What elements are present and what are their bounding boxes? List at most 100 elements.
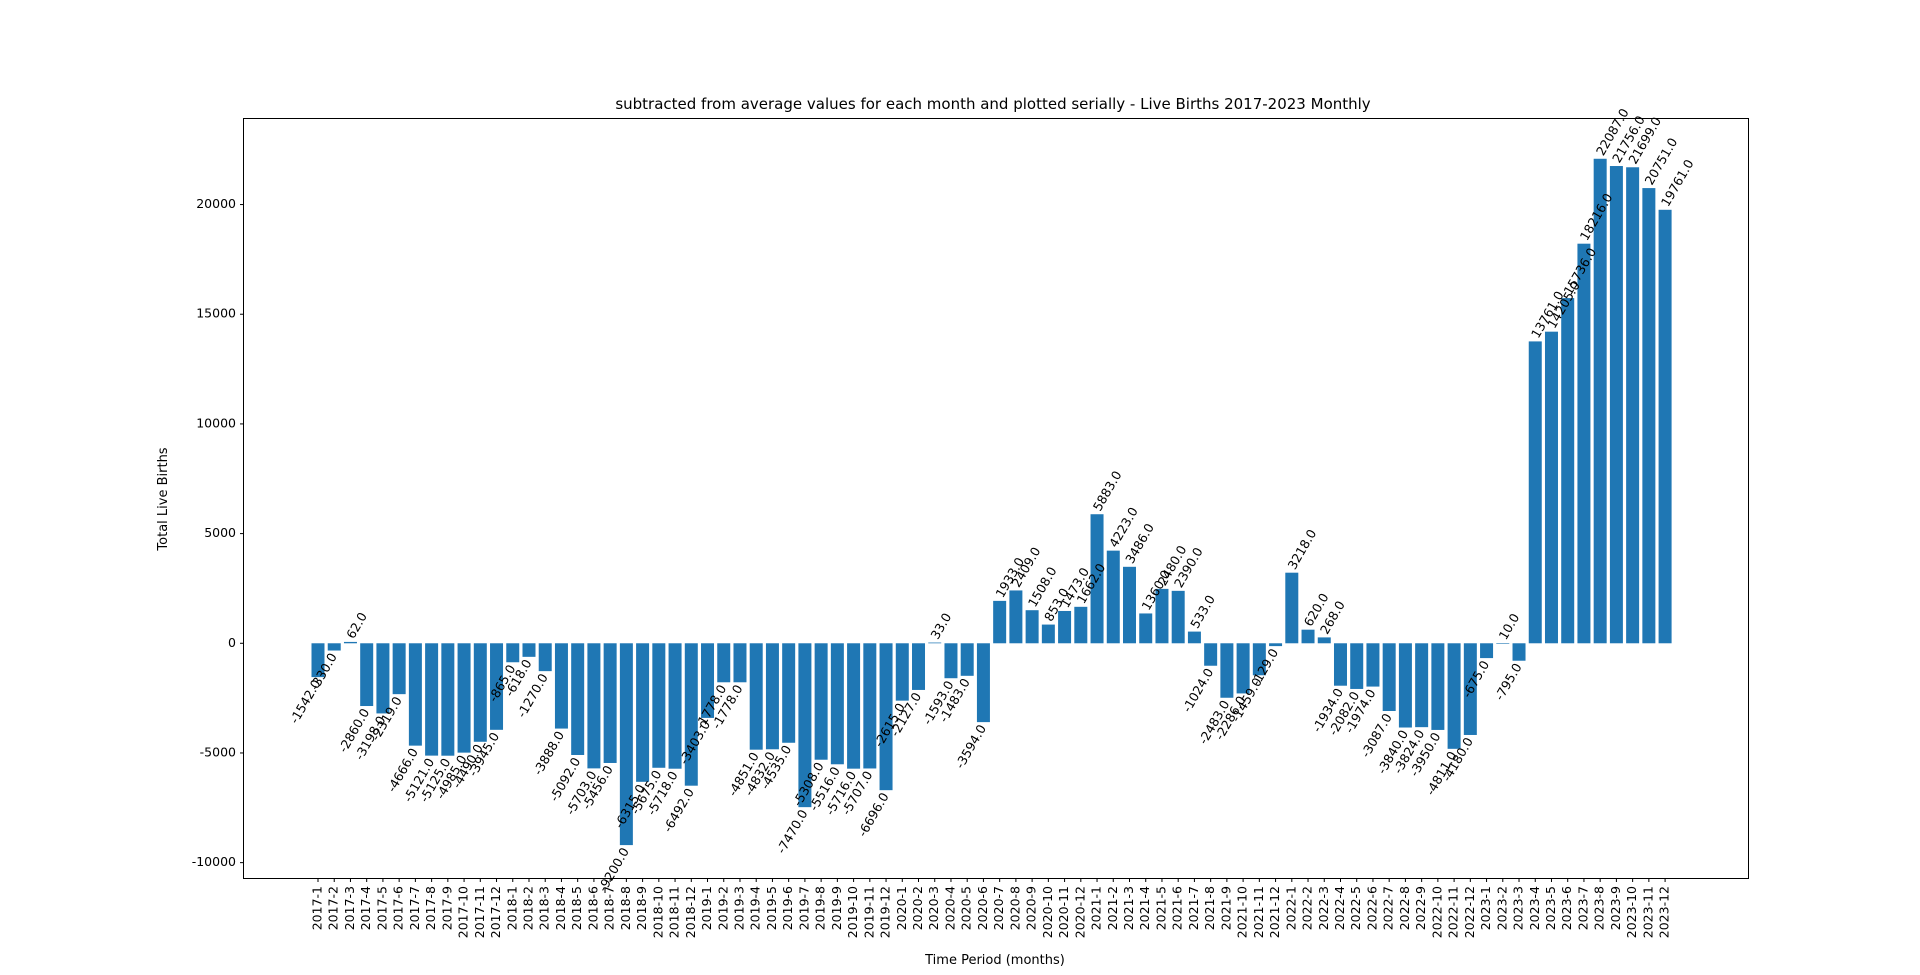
x-tick-label-2019-5: 2019-5	[764, 886, 779, 930]
bar-2018-2	[522, 643, 536, 657]
bar-2018-3	[538, 643, 552, 672]
y-tick-label-20000: 20000	[196, 196, 236, 211]
x-tick-label-2023-10: 2023-10	[1624, 886, 1639, 938]
x-tick-label-2021-12: 2021-12	[1267, 886, 1282, 938]
x-tick-label-2020-10: 2020-10	[1040, 886, 1055, 938]
bar-2021-7	[1187, 631, 1201, 644]
x-tick-label-2022-3: 2022-3	[1316, 886, 1331, 930]
bar-2017-4	[360, 643, 374, 707]
bar-2017-10	[457, 643, 471, 753]
bar-2021-2	[1106, 550, 1120, 644]
x-tick-label-2019-3: 2019-3	[731, 886, 746, 930]
x-tick-label-2021-6: 2021-6	[1170, 886, 1185, 930]
x-tick-label-2023-2: 2023-2	[1494, 886, 1509, 930]
x-tick-label-2021-2: 2021-2	[1105, 886, 1120, 930]
x-tick-label-2020-7: 2020-7	[991, 886, 1006, 930]
bar-2019-12	[879, 643, 893, 791]
x-tick-label-2019-9: 2019-9	[829, 886, 844, 930]
plot-frame	[243, 118, 1749, 879]
x-tick-label-2018-11: 2018-11	[667, 886, 682, 938]
bar-2022-4	[1333, 643, 1347, 686]
x-tick-label-2023-5: 2023-5	[1543, 886, 1558, 930]
x-tick-label-2023-3: 2023-3	[1511, 886, 1526, 930]
x-tick-label-2018-5: 2018-5	[569, 886, 584, 930]
x-tick-label-2017-4: 2017-4	[358, 886, 373, 930]
bar-2018-11	[668, 643, 682, 769]
x-tick-label-2018-2: 2018-2	[520, 886, 535, 930]
x-tick-label-2019-12: 2019-12	[878, 886, 893, 938]
bars-group	[311, 158, 1672, 846]
y-tick-label-10000: 10000	[196, 415, 236, 430]
x-tick-label-2020-9: 2020-9	[1024, 886, 1039, 930]
x-tick-label-2022-11: 2022-11	[1446, 886, 1461, 938]
bar-2020-2	[912, 643, 926, 690]
bar-2020-11	[1058, 610, 1072, 644]
bar-2017-7	[408, 643, 422, 746]
x-tick-label-2021-7: 2021-7	[1186, 886, 1201, 930]
x-tick-label-2021-3: 2021-3	[1121, 886, 1136, 930]
x-tick-label-2018-7: 2018-7	[602, 886, 617, 930]
bar-2018-5	[571, 643, 585, 755]
x-tick-label-2018-12: 2018-12	[683, 886, 698, 938]
y-tick-label-5000: 5000	[204, 525, 236, 540]
bar-2018-10	[652, 643, 666, 768]
x-tick-label-2020-3: 2020-3	[926, 886, 941, 930]
bar-2023-10	[1626, 167, 1640, 644]
bar-2021-4	[1139, 613, 1153, 644]
bar-2019-3	[733, 643, 747, 683]
x-tick-label-2018-10: 2018-10	[650, 886, 665, 938]
bar-2019-9	[830, 643, 844, 765]
bar-2020-12	[1074, 606, 1088, 644]
x-tick-label-2022-6: 2022-6	[1364, 886, 1379, 930]
x-tick-label-2019-10: 2019-10	[845, 886, 860, 938]
x-tick-label-2017-10: 2017-10	[456, 886, 471, 938]
y-tick-label--5000: -5000	[200, 744, 236, 759]
bar-2020-6	[976, 643, 990, 723]
x-tick-label-2021-4: 2021-4	[1137, 886, 1152, 930]
x-tick-label-2019-2: 2019-2	[715, 886, 730, 930]
x-tick-label-2017-8: 2017-8	[423, 886, 438, 930]
bar-2017-9	[441, 643, 455, 756]
x-tick-label-2022-8: 2022-8	[1397, 886, 1412, 930]
bar-2019-8	[814, 643, 828, 760]
bar-2023-2	[1496, 643, 1510, 644]
x-tick-label-2017-3: 2017-3	[342, 886, 357, 930]
x-tick-label-2022-2: 2022-2	[1300, 886, 1315, 930]
bar-2022-11	[1447, 643, 1461, 749]
bar-2022-8	[1398, 643, 1412, 728]
bar-2022-2	[1301, 629, 1315, 644]
bar-2020-5	[960, 643, 974, 676]
bar-2021-11	[1252, 643, 1266, 676]
x-tick-label-2023-7: 2023-7	[1575, 886, 1590, 930]
x-tick-label-2022-12: 2022-12	[1462, 886, 1477, 938]
bar-2023-11	[1642, 188, 1656, 644]
bar-2020-10	[1041, 624, 1055, 644]
bar-2023-3	[1512, 643, 1526, 661]
bar-2022-3	[1317, 637, 1331, 644]
bar-2017-2	[327, 643, 341, 651]
x-tick-label-2022-9: 2022-9	[1413, 886, 1428, 930]
bar-2023-12	[1658, 209, 1672, 644]
bar-2022-9	[1415, 643, 1429, 728]
x-tick-label-2019-1: 2019-1	[699, 886, 714, 930]
x-tick-label-2023-6: 2023-6	[1559, 886, 1574, 930]
x-axis: 2017-1 2017-2 2017-3 2017-4 2017-5 2017-6 2017…	[310, 878, 1672, 938]
x-tick-label-2018-1: 2018-1	[504, 886, 519, 930]
x-tick-label-2023-4: 2023-4	[1527, 886, 1542, 930]
x-tick-label-2021-5: 2021-5	[1153, 886, 1168, 930]
x-tick-label-2018-4: 2018-4	[553, 886, 568, 930]
bar-2019-6	[782, 643, 796, 743]
bar-2019-1	[701, 643, 715, 718]
y-tick-label-15000: 15000	[196, 306, 236, 321]
x-tick-label-2020-2: 2020-2	[910, 886, 925, 930]
y-tick-label--10000: -10000	[192, 854, 236, 869]
x-tick-label-2017-11: 2017-11	[472, 886, 487, 938]
bar-2019-2	[717, 643, 731, 683]
x-tick-label-2020-12: 2020-12	[1072, 886, 1087, 938]
x-tick-label-2019-4: 2019-4	[748, 886, 763, 930]
bar-2018-4	[554, 643, 568, 729]
bar-2019-10	[847, 643, 861, 769]
bar-2020-4	[944, 643, 958, 679]
x-tick-label-2018-8: 2018-8	[618, 886, 633, 930]
